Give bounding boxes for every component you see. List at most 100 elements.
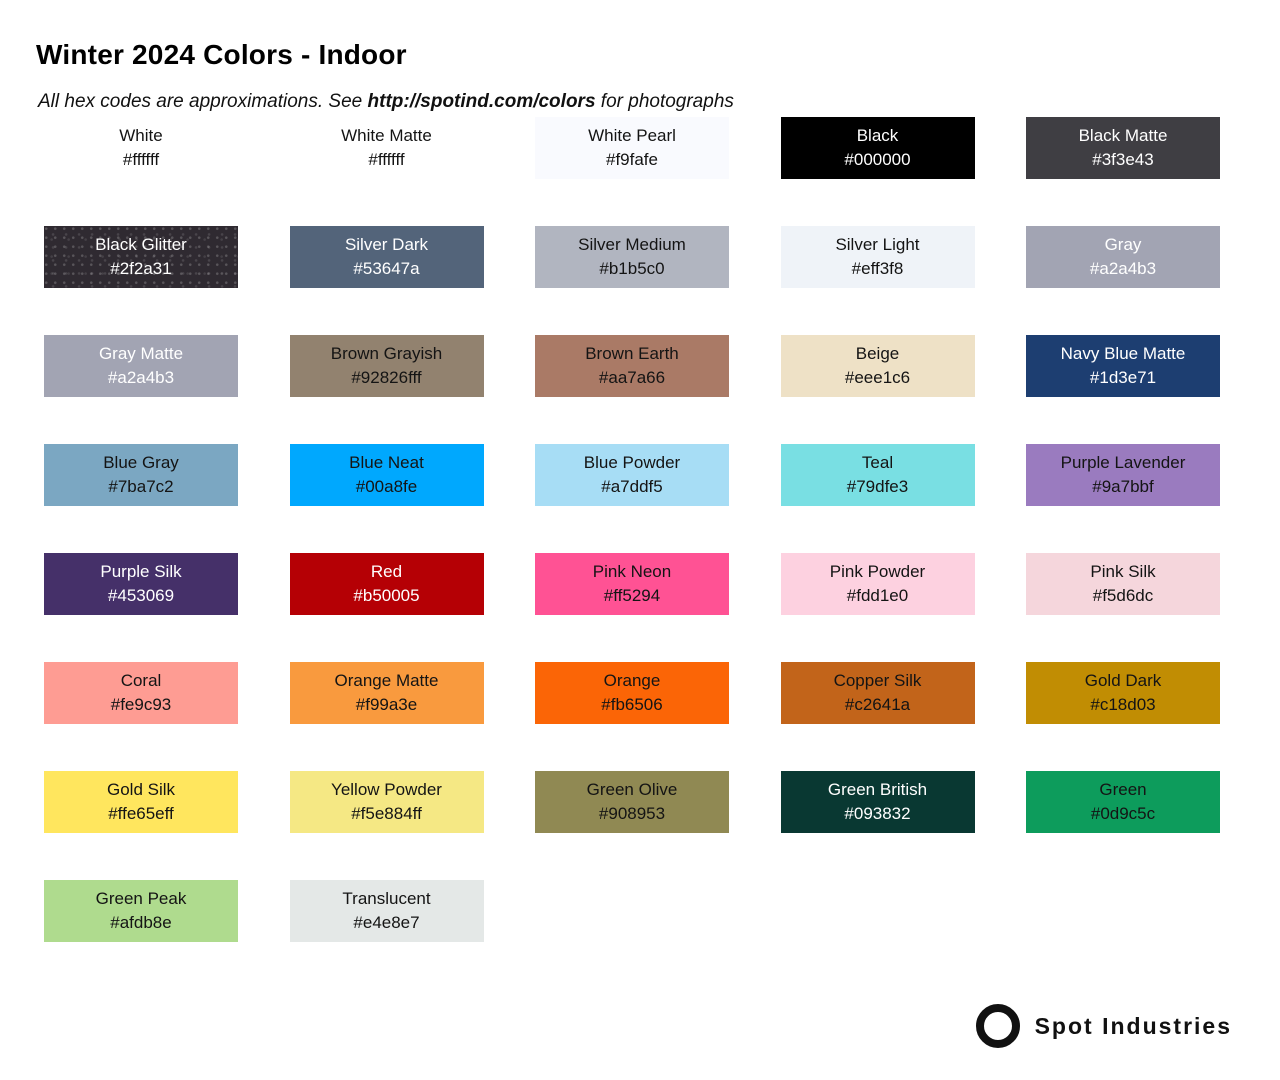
color-hex: #f99a3e bbox=[355, 695, 418, 714]
color-hex: #b50005 bbox=[353, 586, 420, 605]
color-swatch: Black #000000 bbox=[780, 117, 975, 179]
color-hex: #908953 bbox=[598, 804, 666, 823]
color-hex: #00a8fe bbox=[355, 477, 418, 496]
color-swatch: Copper Silk #c2641a bbox=[780, 662, 975, 724]
color-swatch-grid: White #ffffff White Matte #ffffff White … bbox=[44, 117, 1220, 942]
color-name: White Pearl bbox=[588, 126, 676, 145]
color-hex: #f9fafe bbox=[606, 150, 658, 169]
color-hex: #7ba7c2 bbox=[108, 477, 174, 496]
color-hex: #92826fff bbox=[351, 368, 422, 387]
color-name: Brown Earth bbox=[585, 344, 679, 363]
color-name: Blue Powder bbox=[583, 453, 681, 472]
color-name: Navy Blue Matte bbox=[1060, 344, 1186, 363]
color-name: Brown Grayish bbox=[330, 344, 443, 363]
color-swatch: Silver Light #eff3f8 bbox=[780, 226, 975, 288]
color-name: Green bbox=[1099, 780, 1147, 799]
color-hex: #c2641a bbox=[844, 695, 911, 714]
color-name: Black bbox=[856, 126, 899, 145]
color-name: Yellow Powder bbox=[331, 780, 442, 799]
color-name: Purple Silk bbox=[100, 562, 182, 581]
color-hex: #eff3f8 bbox=[851, 259, 904, 278]
color-swatch: Silver Medium #b1b5c0 bbox=[535, 226, 729, 288]
color-swatch: Orange #fb6506 bbox=[535, 662, 729, 724]
color-swatch: Purple Lavender #9a7bbf bbox=[1026, 444, 1220, 506]
color-hex: #c18d03 bbox=[1090, 695, 1156, 714]
color-hex: #fb6506 bbox=[601, 695, 663, 714]
color-hex: #9a7bbf bbox=[1092, 477, 1154, 496]
color-name: Green British bbox=[827, 780, 928, 799]
color-name: Black Matte bbox=[1078, 126, 1168, 145]
color-name: Black Glitter bbox=[95, 235, 187, 254]
spot-logo-icon bbox=[975, 1004, 1020, 1048]
color-swatch: Navy Blue Matte #1d3e71 bbox=[1026, 335, 1220, 397]
color-swatch: Beige #eee1c6 bbox=[780, 335, 975, 397]
color-swatch: Green Olive #908953 bbox=[535, 771, 729, 833]
color-swatch: White #ffffff bbox=[44, 117, 238, 179]
color-hex: #a2a4b3 bbox=[107, 368, 175, 387]
color-name: Translucent bbox=[342, 889, 431, 908]
subtitle-suffix: for photographs bbox=[595, 91, 734, 112]
color-swatch: Brown Earth #aa7a66 bbox=[535, 335, 729, 397]
page-title: Winter 2024 Colors - Indoor bbox=[36, 38, 407, 70]
color-swatch: Coral #fe9c93 bbox=[44, 662, 238, 724]
color-hex: #e4e8e7 bbox=[353, 913, 420, 932]
color-hex: #3f3e43 bbox=[1092, 150, 1154, 169]
color-swatch: Green British #093832 bbox=[780, 771, 975, 833]
color-hex: #afdb8e bbox=[110, 913, 172, 932]
color-name: Coral bbox=[120, 671, 162, 690]
color-name: Red bbox=[370, 562, 403, 581]
color-hex: #eee1c6 bbox=[844, 368, 911, 387]
color-hex: #a7ddf5 bbox=[601, 477, 663, 496]
color-hex: #a2a4b3 bbox=[1089, 259, 1157, 278]
color-swatch: Brown Grayish #92826fff bbox=[289, 335, 484, 397]
color-name: Teal bbox=[861, 453, 894, 472]
color-hex: #ffffff bbox=[122, 150, 160, 169]
color-hex: #fdd1e0 bbox=[846, 586, 909, 605]
color-hex: #ff5294 bbox=[603, 586, 661, 605]
color-swatch: Green Peak #afdb8e bbox=[44, 880, 238, 942]
color-name: Beige bbox=[855, 344, 900, 363]
color-name: Blue Neat bbox=[349, 453, 424, 472]
color-hex: #ffe65eff bbox=[108, 804, 174, 823]
color-name: White Matte bbox=[341, 126, 432, 145]
color-swatch: Blue Powder #a7ddf5 bbox=[535, 444, 729, 506]
color-name: Gold Dark bbox=[1084, 671, 1162, 690]
color-name: Copper Silk bbox=[833, 671, 922, 690]
color-name: Silver Light bbox=[835, 235, 920, 254]
color-hex: #093832 bbox=[844, 804, 911, 823]
color-hex: #ffffff bbox=[368, 150, 405, 169]
color-hex: #f5d6dc bbox=[1092, 586, 1154, 605]
colors-url-link[interactable]: http://spotind.com/colors bbox=[367, 91, 596, 112]
color-name: Gray bbox=[1104, 235, 1142, 254]
color-hex: #79dfe3 bbox=[846, 477, 909, 496]
color-hex: #53647a bbox=[353, 259, 420, 278]
color-swatch: Black Matte #3f3e43 bbox=[1026, 117, 1220, 179]
color-name: Gray Matte bbox=[98, 344, 184, 363]
color-name: Silver Dark bbox=[344, 235, 429, 254]
color-hex: #f5e884ff bbox=[351, 804, 422, 823]
color-name: Purple Lavender bbox=[1060, 453, 1186, 472]
color-swatch: Pink Silk #f5d6dc bbox=[1026, 553, 1220, 615]
color-swatch: Gold Dark #c18d03 bbox=[1026, 662, 1220, 724]
color-swatch: Yellow Powder #f5e884ff bbox=[289, 771, 484, 833]
color-swatch: White Pearl #f9fafe bbox=[535, 117, 729, 179]
color-swatch: Gold Silk #ffe65eff bbox=[44, 771, 238, 833]
color-swatch: Black Glitter #2f2a31 bbox=[44, 226, 238, 288]
color-name: Pink Neon bbox=[592, 562, 672, 581]
color-swatch: Pink Powder #fdd1e0 bbox=[780, 553, 975, 615]
color-swatch: White Matte #ffffff bbox=[289, 117, 484, 179]
color-hex: #000000 bbox=[844, 150, 911, 169]
color-swatch: Silver Dark #53647a bbox=[289, 226, 484, 288]
color-swatch: Gray #a2a4b3 bbox=[1026, 226, 1220, 288]
color-swatch: Gray Matte #a2a4b3 bbox=[44, 335, 238, 397]
color-name: Green Olive bbox=[586, 780, 678, 799]
color-hex: #b1b5c0 bbox=[599, 259, 665, 278]
color-name: Pink Powder bbox=[829, 562, 926, 581]
brand-name: Spot Industries bbox=[1034, 1012, 1232, 1039]
color-swatch: Blue Gray #7ba7c2 bbox=[44, 444, 238, 506]
color-hex: #aa7a66 bbox=[598, 368, 666, 387]
color-name: Blue Gray bbox=[103, 453, 179, 472]
color-swatch: Orange Matte #f99a3e bbox=[289, 662, 484, 724]
color-hex: #0d9c5c bbox=[1090, 804, 1156, 823]
color-name: White bbox=[119, 126, 163, 145]
